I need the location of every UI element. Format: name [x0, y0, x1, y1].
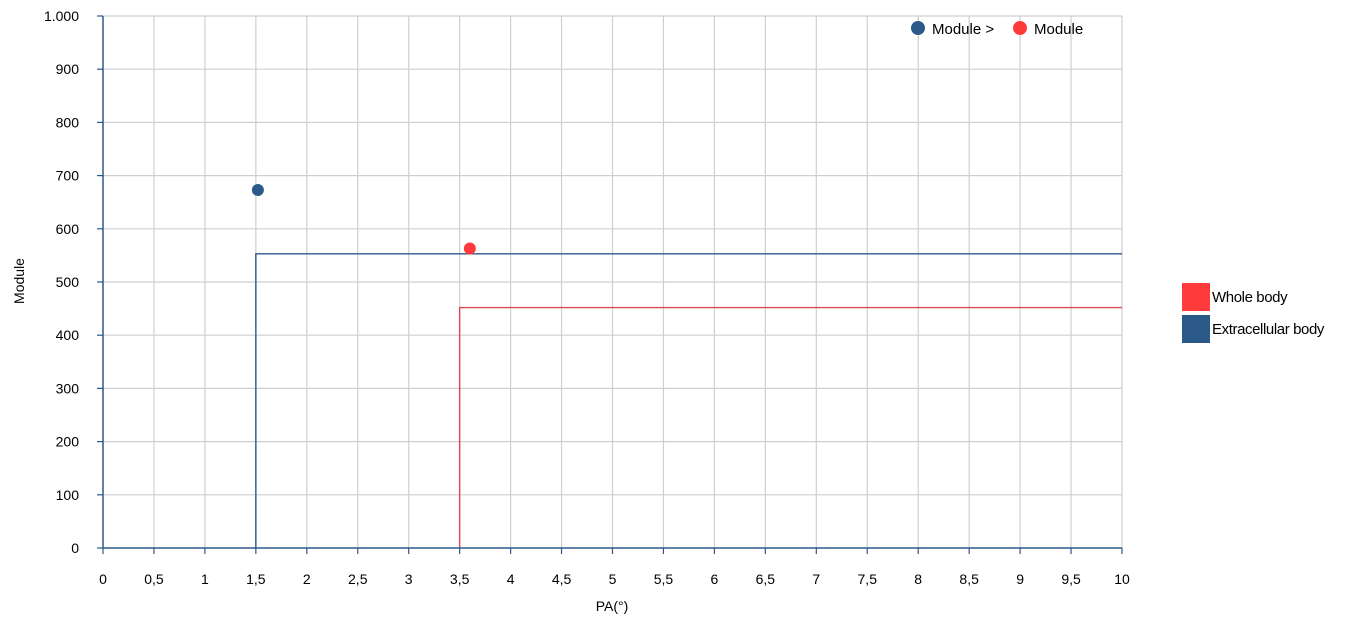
- y-tick-label: 1.000: [44, 8, 79, 24]
- x-tick-label: 8: [914, 571, 922, 587]
- x-tick-label: 3: [405, 571, 413, 587]
- side-legend-swatch-whole-body: [1182, 283, 1210, 311]
- x-tick-label: 1,5: [246, 571, 266, 587]
- data-point: [464, 242, 476, 254]
- threshold-lines: [256, 254, 1122, 548]
- axes: [97, 16, 1122, 554]
- y-tick-label: 200: [56, 434, 80, 450]
- x-tick-label: 7,5: [858, 571, 878, 587]
- x-tick-label: 0: [99, 571, 107, 587]
- threshold-line-whole-body: [460, 308, 1122, 548]
- x-tick-label: 7: [812, 571, 820, 587]
- y-tick-label: 900: [56, 61, 80, 77]
- x-tick-label: 4: [507, 571, 515, 587]
- y-axis-title: Module: [11, 258, 27, 304]
- x-tick-labels: 0 0,5 1 1,5 2 2,5 3 3,5 4 4,5 5 5,5 6 6,5 7 7,5 8 8,5 9 9,5…: [99, 571, 1130, 587]
- top-legend-marker-left: [911, 21, 925, 35]
- top-legend: Module > Module: [911, 21, 1083, 38]
- side-legend-label-extracellular-body: Extracellular body: [1212, 321, 1324, 338]
- top-legend-label-right: Module: [1034, 21, 1083, 38]
- threshold-line-extracellular-body: [256, 254, 1122, 548]
- y-tick-label: 300: [56, 380, 80, 396]
- x-tick-label: 10: [1114, 571, 1130, 587]
- side-legend-item-whole-body: Whole body: [1182, 283, 1324, 311]
- x-tick-label: 2,5: [348, 571, 368, 587]
- data-point: [252, 184, 264, 196]
- x-tick-label: 8,5: [959, 571, 979, 587]
- side-legend-item-extracellular-body: Extracellular body: [1182, 315, 1324, 343]
- data-points: [252, 184, 476, 255]
- y-tick-label: 0: [71, 540, 79, 556]
- x-tick-label: 2: [303, 571, 311, 587]
- y-tick-label: 100: [56, 487, 80, 503]
- x-axis-title: PA(°): [596, 598, 629, 614]
- side-legend: Whole body Extracellular body: [1182, 283, 1324, 347]
- x-tick-label: 0,5: [144, 571, 164, 587]
- x-tick-label: 1: [201, 571, 209, 587]
- top-legend-marker-right: [1013, 21, 1027, 35]
- y-tick-labels: 0 100 200 300 400 500 600 700 800 900 1.000: [44, 8, 79, 556]
- x-tick-label: 6: [711, 571, 719, 587]
- x-tick-label: 9,5: [1061, 571, 1081, 587]
- x-tick-label: 9: [1016, 571, 1024, 587]
- y-tick-label: 500: [56, 274, 80, 290]
- y-tick-label: 700: [56, 168, 80, 184]
- x-tick-label: 5,5: [654, 571, 674, 587]
- y-tick-label: 800: [56, 114, 80, 130]
- x-tick-label: 3,5: [450, 571, 470, 587]
- top-legend-label-left: Module >: [932, 21, 994, 38]
- x-tick-label: 6,5: [756, 571, 776, 587]
- y-tick-label: 400: [56, 327, 80, 343]
- x-tick-label: 4,5: [552, 571, 572, 587]
- x-tick-label: 5: [609, 571, 617, 587]
- side-legend-swatch-extracellular-body: [1182, 315, 1210, 343]
- side-legend-label-whole-body: Whole body: [1212, 289, 1287, 306]
- y-tick-label: 600: [56, 221, 80, 237]
